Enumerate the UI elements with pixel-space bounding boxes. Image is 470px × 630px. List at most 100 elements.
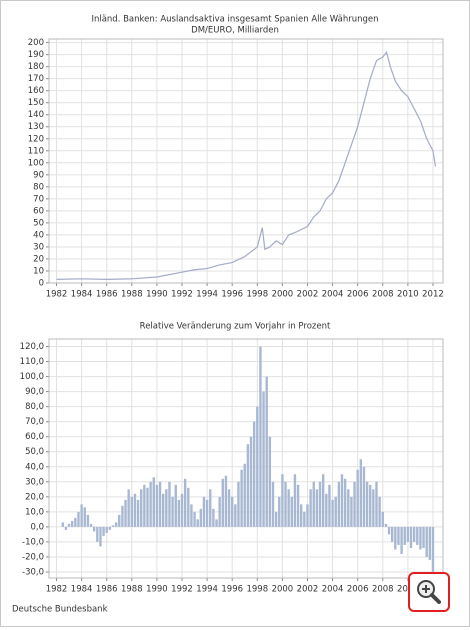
bar [218,496,221,527]
x-tick-label: 1992 [171,585,193,595]
bar [180,493,184,527]
y-tick-label: 150 [28,98,44,108]
bar [290,496,293,527]
bar [89,523,93,527]
zoom-button[interactable] [408,572,450,612]
bar [387,526,391,535]
bar [428,526,432,560]
x-tick-label: 1996 [221,290,243,300]
x-tick-label: 1990 [146,290,168,300]
bar [86,514,90,527]
bar [171,496,174,527]
bar [193,511,196,527]
bar [61,522,65,527]
bar [328,484,331,527]
bar [315,489,319,527]
x-tick-label: 2010 [397,585,419,595]
y-tick-label: 160 [28,86,44,96]
bar [118,514,121,527]
x-tick-label: 1994 [196,585,218,595]
bar [350,496,353,527]
y-tick-label: 50 [33,218,44,228]
y-tick-label: 120 [28,134,44,144]
bar [312,481,315,527]
y-tick-label: 200 [28,38,44,48]
bar [130,496,134,527]
bar [196,519,199,527]
x-tick-label: 1986 [96,585,118,595]
bar [96,526,99,542]
bar [140,489,143,527]
plot-frame [48,338,444,579]
bar [92,526,96,532]
bar [334,496,337,527]
bar [409,526,413,548]
bar [121,505,124,527]
chart-title: Inländ. Banken: Auslandsaktiva insgesamt… [91,15,378,25]
bar [268,436,272,527]
y-tick-label: 50,0 [25,447,44,457]
x-tick-label: 1982 [46,290,68,300]
bar [243,463,246,527]
bar [102,526,105,536]
x-tick-label: 2004 [322,290,344,300]
bar [325,493,328,527]
bar [412,526,416,542]
bar [359,459,363,527]
x-tick-label: 1992 [171,290,193,300]
bar [71,520,74,527]
bar [202,496,206,527]
y-tick-label: 10 [33,266,44,276]
bar [340,474,344,527]
bar [284,481,287,527]
bar [80,504,83,527]
y-tick-label: -30,0 [22,567,44,577]
y-tick-label: 110 [28,146,44,156]
bar [83,507,86,527]
chart-title: Relative Veränderung zum Vorjahr in Proz… [140,322,331,332]
bar [347,489,350,527]
bar [337,481,341,527]
bar [227,489,231,527]
bar [300,504,303,527]
bar [390,526,394,542]
bar [215,519,218,527]
bar [394,526,397,550]
y-tick-label: 140 [28,110,44,120]
bar [114,522,118,527]
x-tick-label: 2002 [297,290,319,300]
bar [419,526,422,550]
bar [293,474,297,527]
y-tick-label: 70,0 [25,417,44,427]
y-tick-label: 170 [28,74,44,84]
bar [309,489,312,527]
source: Deutsche Bundesbank [12,605,108,615]
bar [221,478,224,527]
bar [240,469,243,527]
bar [249,436,253,527]
bar [262,391,265,527]
y-tick-label: 0 [39,279,44,289]
bar [136,499,140,527]
x-tick-label: 1984 [71,585,93,595]
bar [353,481,356,527]
y-tick-label: 190 [28,50,44,60]
bar [431,526,435,572]
bar [381,511,384,527]
bar [127,489,130,527]
y-tick-label: 20,0 [25,492,44,502]
x-tick-label: 1988 [121,290,143,300]
bar [246,444,250,527]
zoom-icon [417,580,441,604]
bar [111,525,115,527]
bar [64,526,68,530]
bar [230,496,234,527]
bar [234,504,237,527]
bar [362,466,366,527]
x-tick-label: 1982 [46,585,68,595]
y-tick-label: 30,0 [25,477,44,487]
bar [67,523,71,527]
x-tick-label: 2006 [347,290,369,300]
bar [205,499,209,527]
y-tick-label: 80,0 [25,402,44,412]
